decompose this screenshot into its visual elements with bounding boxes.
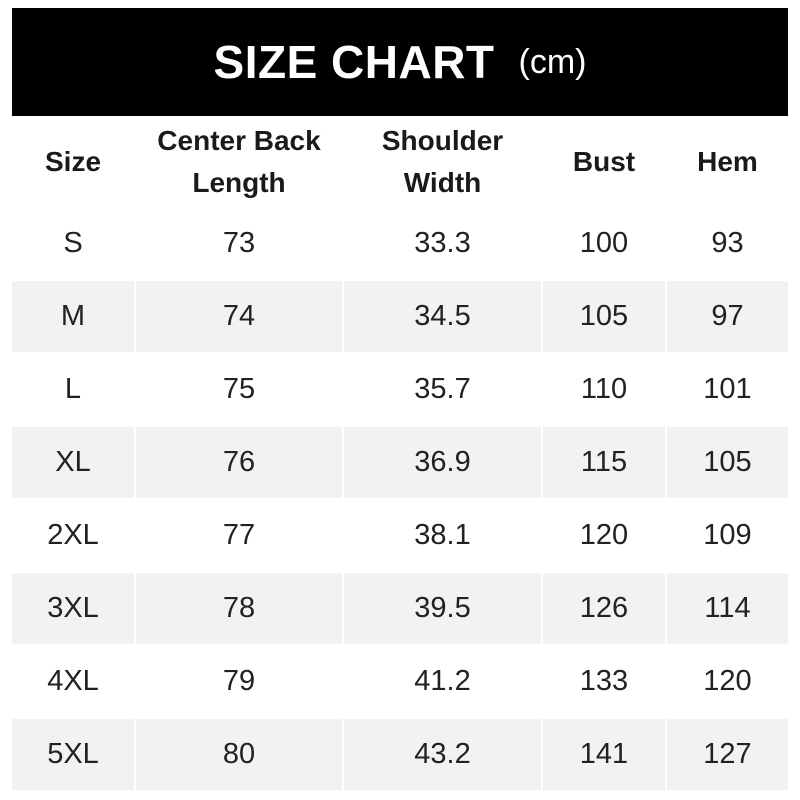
size-table: Size Center Back Length Shoulder Width Bust He… [12,118,788,790]
size-chart-title: SIZE CHART (cm) [12,8,788,116]
table-cell: 93 [667,208,788,279]
column-header-text: Length [192,167,286,198]
column-header: Size [12,118,134,206]
table-cell: 43.2 [344,719,541,790]
table-cell: 133 [543,646,665,717]
table-cell: 73 [136,208,342,279]
title-text: SIZE CHART [213,36,495,88]
column-header-text: Shoulder [381,125,504,156]
table-cell: 97 [667,281,788,352]
table-cell: M [12,281,134,352]
table-cell: 105 [667,427,788,498]
table-cell: 2XL [12,500,134,571]
table-cell: 74 [136,281,342,352]
table-cell: 110 [543,354,665,425]
column-header-text: Width [403,167,482,198]
table-cell: 79 [136,646,342,717]
table-cell: 4XL [12,646,134,717]
table-cell: 101 [667,354,788,425]
table-cell: XL [12,427,134,498]
table-cell: 127 [667,719,788,790]
column-header: Shoulder Width [344,118,541,206]
table-cell: 100 [543,208,665,279]
table-cell: S [12,208,134,279]
table-cell: 75 [136,354,342,425]
title-unit: (cm) [518,42,587,81]
table-cell: L [12,354,134,425]
table-cell: 120 [543,500,665,571]
table-cell: 36.9 [344,427,541,498]
column-header: Center Back Length [136,118,342,206]
table-cell: 39.5 [344,573,541,644]
column-header-text: Center Back [157,125,321,156]
table-cell: 3XL [12,573,134,644]
column-header: Hem [667,118,788,206]
table-cell: 120 [667,646,788,717]
table-cell: 115 [543,427,665,498]
table-cell: 34.5 [344,281,541,352]
table-cell: 114 [667,573,788,644]
table-cell: 35.7 [344,354,541,425]
column-header-text: Bust [572,146,636,177]
table-cell: 76 [136,427,342,498]
column-header: Bust [543,118,665,206]
table-cell: 77 [136,500,342,571]
table-cell: 41.2 [344,646,541,717]
table-cell: 109 [667,500,788,571]
table-cell: 126 [543,573,665,644]
column-header-text: Hem [697,146,758,177]
table-cell: 105 [543,281,665,352]
table-cell: 38.1 [344,500,541,571]
table-cell: 33.3 [344,208,541,279]
column-header-text: Size [44,146,102,177]
table-cell: 141 [543,719,665,790]
table-cell: 80 [136,719,342,790]
table-cell: 5XL [12,719,134,790]
table-cell: 78 [136,573,342,644]
